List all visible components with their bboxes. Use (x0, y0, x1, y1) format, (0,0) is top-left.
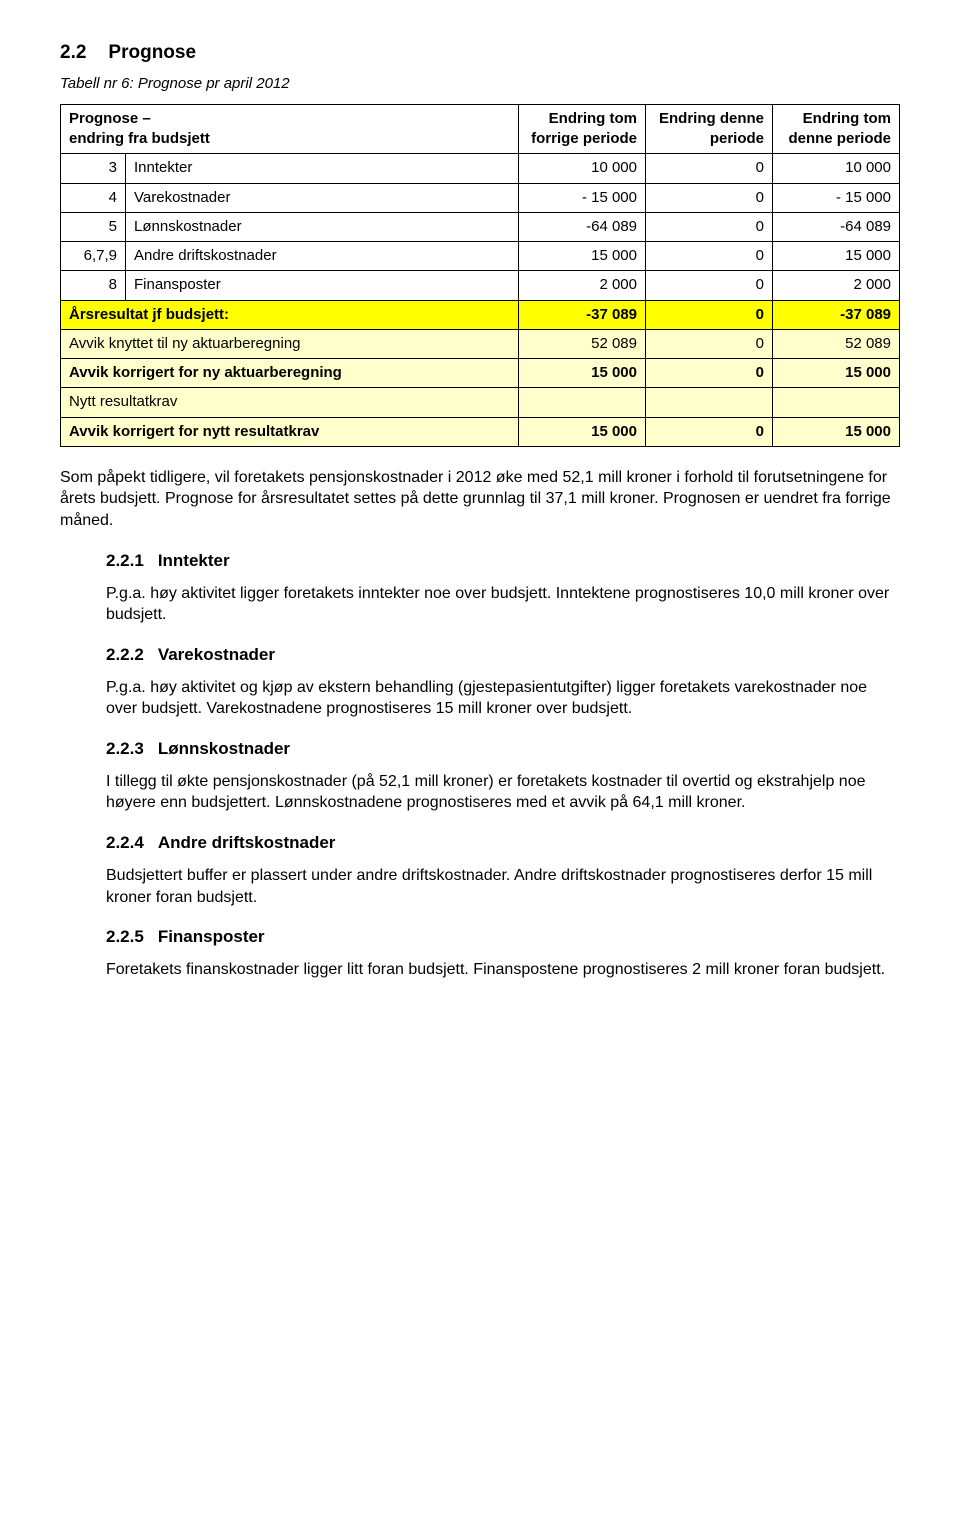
table-header-left: Prognose – endring fra budsjett (61, 104, 519, 154)
row-value: 15 000 (519, 242, 646, 271)
table-row: 5Lønnskostnader-64 0890-64 089 (61, 212, 900, 241)
row-value (519, 388, 646, 417)
row-value: 52 089 (773, 329, 900, 358)
row-value: 2 000 (773, 271, 900, 300)
subsection-body: P.g.a. høy aktivitet og kjøp av ekstern … (106, 677, 900, 720)
row-value: -64 089 (519, 212, 646, 241)
row-value: 2 000 (519, 271, 646, 300)
subsection-number: 2.2.4 (106, 833, 144, 852)
heading-text: Prognose (108, 42, 196, 63)
row-value: 10 000 (773, 154, 900, 183)
row-number: 5 (61, 212, 126, 241)
subsection-number: 2.2.2 (106, 645, 144, 664)
col-header: Endring tom denne periode (773, 104, 900, 154)
row-value: - 15 000 (773, 183, 900, 212)
row-value: 0 (646, 242, 773, 271)
col-header: Endring denne periode (646, 104, 773, 154)
subsection-body: I tillegg til økte pensjonskostnader (på… (106, 771, 900, 814)
row-value: 0 (646, 154, 773, 183)
row-value (646, 388, 773, 417)
subsection-number: 2.2.5 (106, 927, 144, 946)
subsection-title: Varekostnader (158, 645, 275, 664)
table-header-left-text: Prognose – endring fra budsjett (69, 110, 210, 147)
row-value: 15 000 (773, 242, 900, 271)
row-label: Lønnskostnader (126, 212, 519, 241)
table-row: 3Inntekter10 000010 000 (61, 154, 900, 183)
row-label: Inntekter (126, 154, 519, 183)
subsection-heading: 2.2.5 Finansposter (106, 926, 900, 949)
row-value (773, 388, 900, 417)
row-label: Avvik knyttet til ny aktuarberegning (61, 329, 519, 358)
row-label: Avvik korrigert for nytt resultatkrav (61, 417, 519, 446)
subsection-heading: 2.2.4 Andre driftskostnader (106, 832, 900, 855)
table-row: Avvik knyttet til ny aktuarberegning52 0… (61, 329, 900, 358)
row-value: 0 (646, 271, 773, 300)
section-heading: 2.2 Prognose (60, 40, 900, 66)
row-label: Finansposter (126, 271, 519, 300)
table-row: 4Varekostnader- 15 0000- 15 000 (61, 183, 900, 212)
row-value: 15 000 (519, 417, 646, 446)
subsection: 2.2.1 Inntekter P.g.a. høy aktivitet ligge… (106, 550, 900, 626)
subsection-title: Andre driftskostnader (158, 833, 336, 852)
subsection-title: Finansposter (158, 927, 265, 946)
row-label: Nytt resultatkrav (61, 388, 519, 417)
row-number: 3 (61, 154, 126, 183)
row-value: 0 (646, 359, 773, 388)
subsection-body: P.g.a. høy aktivitet ligger foretakets i… (106, 583, 900, 626)
table-caption: Tabell nr 6: Prognose pr april 2012 (60, 74, 900, 94)
row-label: Årsresultat jf budsjett: (61, 300, 519, 329)
row-value: - 15 000 (519, 183, 646, 212)
row-value: 15 000 (519, 359, 646, 388)
row-value: 0 (646, 329, 773, 358)
row-number: 8 (61, 271, 126, 300)
table-row: Nytt resultatkrav (61, 388, 900, 417)
row-number: 4 (61, 183, 126, 212)
subsection: 2.2.4 Andre driftskostnader Budsjettert bu… (106, 832, 900, 908)
subsection-heading: 2.2.3 Lønnskostnader (106, 738, 900, 761)
row-value: 52 089 (519, 329, 646, 358)
subsection-heading: 2.2.1 Inntekter (106, 550, 900, 573)
subsection: 2.2.3 Lønnskostnader I tillegg til økte pe… (106, 738, 900, 814)
row-label: Avvik korrigert for ny aktuarberegning (61, 359, 519, 388)
subsection-number: 2.2.3 (106, 739, 144, 758)
row-value: 10 000 (519, 154, 646, 183)
prognose-table: Prognose – endring fra budsjett Endring … (60, 104, 900, 447)
row-label: Andre driftskostnader (126, 242, 519, 271)
row-value: 0 (646, 300, 773, 329)
row-value: 15 000 (773, 359, 900, 388)
row-value: 0 (646, 417, 773, 446)
subsection-title: Lønnskostnader (158, 739, 290, 758)
row-value: 0 (646, 212, 773, 241)
table-row: 8Finansposter2 00002 000 (61, 271, 900, 300)
subsection-number: 2.2.1 (106, 551, 144, 570)
table-row: Årsresultat jf budsjett:-37 0890-37 089 (61, 300, 900, 329)
row-value: 15 000 (773, 417, 900, 446)
row-value: -64 089 (773, 212, 900, 241)
row-number: 6,7,9 (61, 242, 126, 271)
table-row: 6,7,9Andre driftskostnader15 000015 000 (61, 242, 900, 271)
subsection-title: Inntekter (158, 551, 230, 570)
subsection: 2.2.2 Varekostnader P.g.a. høy aktivitet o… (106, 644, 900, 720)
row-value: -37 089 (519, 300, 646, 329)
table-row: Avvik korrigert for nytt resultatkrav15 … (61, 417, 900, 446)
intro-paragraph: Som påpekt tidligere, vil foretakets pen… (60, 467, 900, 532)
row-label: Varekostnader (126, 183, 519, 212)
subsection: 2.2.5 Finansposter Foretakets finanskostna… (106, 926, 900, 981)
row-value: -37 089 (773, 300, 900, 329)
subsection-body: Budsjettert buffer er plassert under and… (106, 865, 900, 908)
heading-number: 2.2 (60, 42, 86, 63)
col-header: Endring tom forrige periode (519, 104, 646, 154)
row-value: 0 (646, 183, 773, 212)
table-row: Avvik korrigert for ny aktuarberegning15… (61, 359, 900, 388)
subsection-heading: 2.2.2 Varekostnader (106, 644, 900, 667)
subsection-body: Foretakets finanskostnader ligger litt f… (106, 959, 900, 981)
